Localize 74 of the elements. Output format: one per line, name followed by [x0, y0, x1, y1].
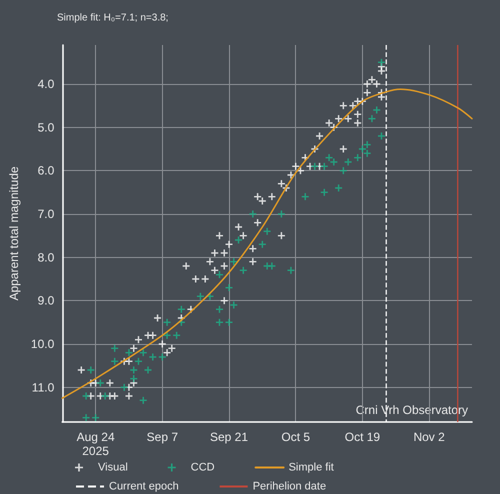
- legend-label: Simple fit: [288, 462, 334, 474]
- y-tick-label: 10.0: [30, 337, 55, 351]
- point: [258, 240, 266, 248]
- point: [125, 349, 132, 356]
- point: [120, 384, 128, 391]
- y-tick-label: 4.0: [38, 77, 55, 91]
- point: [149, 354, 156, 360]
- x-tick-label: Oct 5: [281, 430, 310, 444]
- y-axis-title: Apparent total magnitude: [7, 166, 21, 301]
- point: [196, 292, 204, 300]
- y-tick-label: 8.0: [38, 250, 55, 264]
- point: [287, 266, 294, 274]
- line-series: [62, 88, 473, 399]
- point: [178, 306, 185, 313]
- point: [230, 258, 238, 266]
- point: [373, 106, 380, 114]
- point: [378, 58, 385, 66]
- chart-title: Simple fit: H₀=7.1; n=3.8;: [57, 12, 168, 24]
- point: [164, 318, 171, 326]
- point: [268, 262, 276, 270]
- point: [216, 306, 223, 313]
- legend-label: Perihelion date: [252, 480, 326, 492]
- point: [302, 193, 309, 200]
- point: [326, 154, 333, 162]
- x-tick-label: Aug 24 2025: [76, 430, 115, 458]
- point: [264, 228, 271, 235]
- legend-label: Current epoch: [109, 480, 179, 492]
- point: [230, 302, 238, 308]
- point: [311, 162, 318, 170]
- point: [364, 150, 371, 157]
- point: [130, 366, 138, 374]
- point: [92, 414, 100, 422]
- point: [340, 167, 347, 174]
- y-tick-label: 5.0: [38, 120, 55, 134]
- point: [368, 115, 376, 122]
- point: [140, 396, 147, 404]
- legend-label: CCD: [190, 462, 215, 474]
- point: [249, 210, 256, 218]
- point: [344, 158, 352, 166]
- y-tick-label: 9.0: [38, 294, 55, 308]
- point: [111, 344, 118, 352]
- point: [358, 146, 366, 152]
- x-tick-label: Nov 2: [413, 430, 446, 444]
- point: [102, 392, 109, 400]
- point: [226, 318, 233, 326]
- y-tick-label: 11.0: [32, 380, 55, 394]
- point: [240, 266, 247, 274]
- point: [216, 318, 223, 326]
- point: [140, 349, 147, 356]
- point: [130, 375, 138, 382]
- x-tick-label: Sep 7: [146, 430, 178, 444]
- point: [364, 141, 371, 148]
- point: [354, 154, 362, 162]
- x-tick-label: Oct 19: [344, 430, 380, 444]
- point: [87, 366, 94, 374]
- point: [226, 284, 233, 292]
- point: [320, 188, 328, 196]
- point: [278, 210, 285, 218]
- point: [216, 271, 223, 278]
- point: [330, 158, 338, 166]
- point: [164, 332, 171, 339]
- point: [111, 358, 118, 365]
- point: [96, 380, 104, 386]
- point: [158, 354, 166, 360]
- point: [134, 358, 142, 365]
- point: [173, 332, 180, 339]
- point: [335, 184, 342, 192]
- point: [320, 162, 328, 170]
- legend-label: Visual: [98, 462, 128, 474]
- y-tick-label: 7.0: [38, 207, 55, 221]
- y-tick-label: 6.0: [38, 164, 55, 178]
- x-tick-label: Sep 21: [210, 430, 248, 444]
- point: [82, 414, 90, 422]
- point: [82, 392, 90, 400]
